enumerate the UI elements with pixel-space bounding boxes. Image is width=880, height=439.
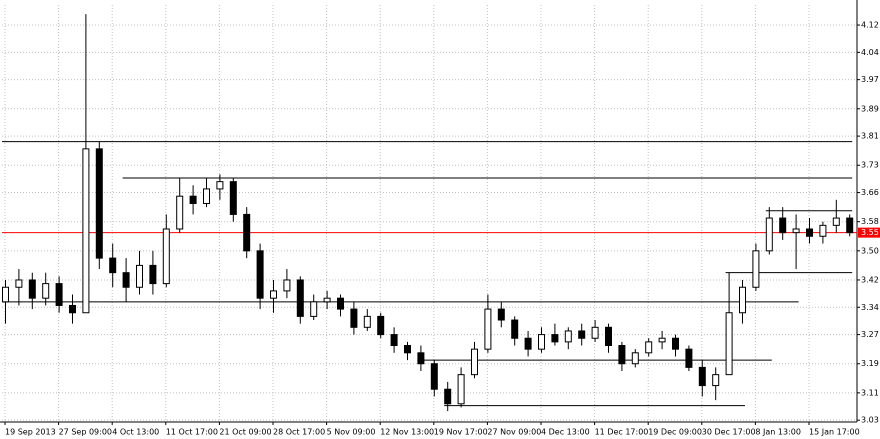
x-tick-label: 4 Oct 13:00	[112, 428, 159, 437]
candle-body	[162, 228, 170, 285]
candle-body	[511, 319, 519, 339]
candle-body	[484, 308, 492, 350]
x-tick-label: 4 Dec 13:00	[541, 428, 590, 437]
candle-body	[658, 337, 666, 343]
x-tick-label: 19 Sep 2013	[5, 428, 56, 437]
candle-body	[444, 388, 452, 405]
candle-body	[69, 304, 76, 314]
candle-body	[685, 348, 693, 368]
candle-body	[538, 334, 545, 350]
candle-body	[28, 279, 36, 299]
candle-body	[377, 315, 385, 336]
current-price-box	[858, 227, 880, 238]
y-tick-label: 3.89	[861, 104, 879, 113]
y-tick-label: 4.04	[861, 48, 879, 57]
y-tick-label: 3.34	[861, 303, 879, 312]
candle-body	[846, 217, 854, 234]
candle-body	[792, 228, 800, 234]
candle-body	[404, 345, 411, 354]
y-tick-label: 3.73	[861, 161, 879, 170]
candle-body	[109, 257, 117, 274]
candle-body	[832, 217, 840, 226]
candle-body	[765, 217, 773, 252]
candle-body	[605, 326, 612, 347]
candle-body	[337, 297, 344, 310]
x-tick-label: 19 Dec 09:00	[648, 428, 702, 437]
candle-body	[149, 264, 157, 285]
candle-body	[739, 286, 746, 314]
y-tick-label: 3.58	[861, 217, 879, 226]
candle-body	[698, 366, 706, 387]
x-tick-label: 12 Nov 13:00	[380, 428, 434, 437]
candle-body	[216, 181, 224, 190]
x-tick-label: 8 Jan 13:00	[755, 428, 801, 437]
candle-body	[363, 315, 371, 328]
x-tick-label: 11 Oct 17:00	[166, 428, 218, 437]
candle-body	[189, 195, 197, 204]
candle-body	[645, 341, 653, 354]
candle-body	[457, 374, 465, 405]
candle-body	[176, 195, 184, 230]
y-tick-label: 3.19	[861, 359, 879, 368]
candle-body	[243, 213, 251, 252]
candle-body	[779, 217, 787, 234]
candle-body	[283, 279, 291, 292]
candle-body	[2, 286, 9, 303]
candle-body	[417, 352, 425, 365]
candle-body	[256, 250, 264, 299]
y-tick-label: 3.66	[861, 188, 879, 197]
candle-body	[136, 264, 143, 288]
candle-body	[229, 181, 237, 215]
candle-body	[618, 345, 626, 365]
x-tick-label: 30 Dec 17:00	[702, 428, 756, 437]
y-tick-label: 3.81	[861, 132, 879, 141]
candle-body	[712, 374, 720, 387]
candle-body	[296, 279, 304, 317]
candle-body	[551, 334, 559, 343]
current-price-label: 3.55	[861, 228, 879, 237]
candle-body	[631, 352, 639, 365]
candle-body	[725, 312, 733, 376]
y-tick-label: 3.42	[861, 275, 879, 284]
candle-body	[55, 283, 63, 306]
candle-body	[524, 337, 532, 350]
y-tick-label: 3.97	[861, 75, 879, 84]
candle-body	[578, 330, 586, 339]
candle-body	[15, 279, 23, 288]
x-tick-label: 19 Nov 17:00	[434, 428, 488, 437]
candle-body	[471, 348, 478, 376]
x-tick-label: 27 Sep 09:00	[59, 428, 112, 437]
candle-body	[390, 334, 398, 347]
y-tick-label: 4.12	[861, 21, 879, 30]
x-tick-label: 5 Nov 09:00	[327, 428, 376, 437]
candle-body	[203, 188, 210, 204]
candle-body	[591, 326, 599, 339]
candle-body	[752, 250, 760, 288]
candle-body	[819, 224, 827, 237]
candle-body	[497, 308, 505, 321]
y-tick-label: 3.50	[861, 246, 879, 255]
x-tick-label: 11 Dec 17:00	[595, 428, 649, 437]
candle-body	[806, 228, 813, 237]
candle-body	[310, 301, 318, 317]
x-tick-label: 15 Jan 17:00	[809, 428, 860, 437]
candle-body	[672, 337, 679, 350]
y-tick-label: 3.27	[861, 330, 879, 339]
y-tick-label: 3.03	[861, 416, 879, 425]
candle-body	[564, 330, 572, 343]
candle-body	[270, 290, 277, 299]
candle-body	[82, 148, 90, 314]
candle-body	[350, 308, 358, 328]
candle-body	[122, 272, 130, 288]
y-tick-label: 3.11	[861, 388, 879, 397]
candle-body	[95, 148, 103, 259]
x-tick-label: 21 Oct 09:00	[219, 428, 271, 437]
x-tick-label: 27 Nov 09:00	[487, 428, 541, 437]
candle-body	[42, 283, 50, 299]
candle-body	[323, 297, 331, 303]
x-tick-label: 28 Oct 17:00	[273, 428, 325, 437]
candle-body	[430, 363, 438, 390]
